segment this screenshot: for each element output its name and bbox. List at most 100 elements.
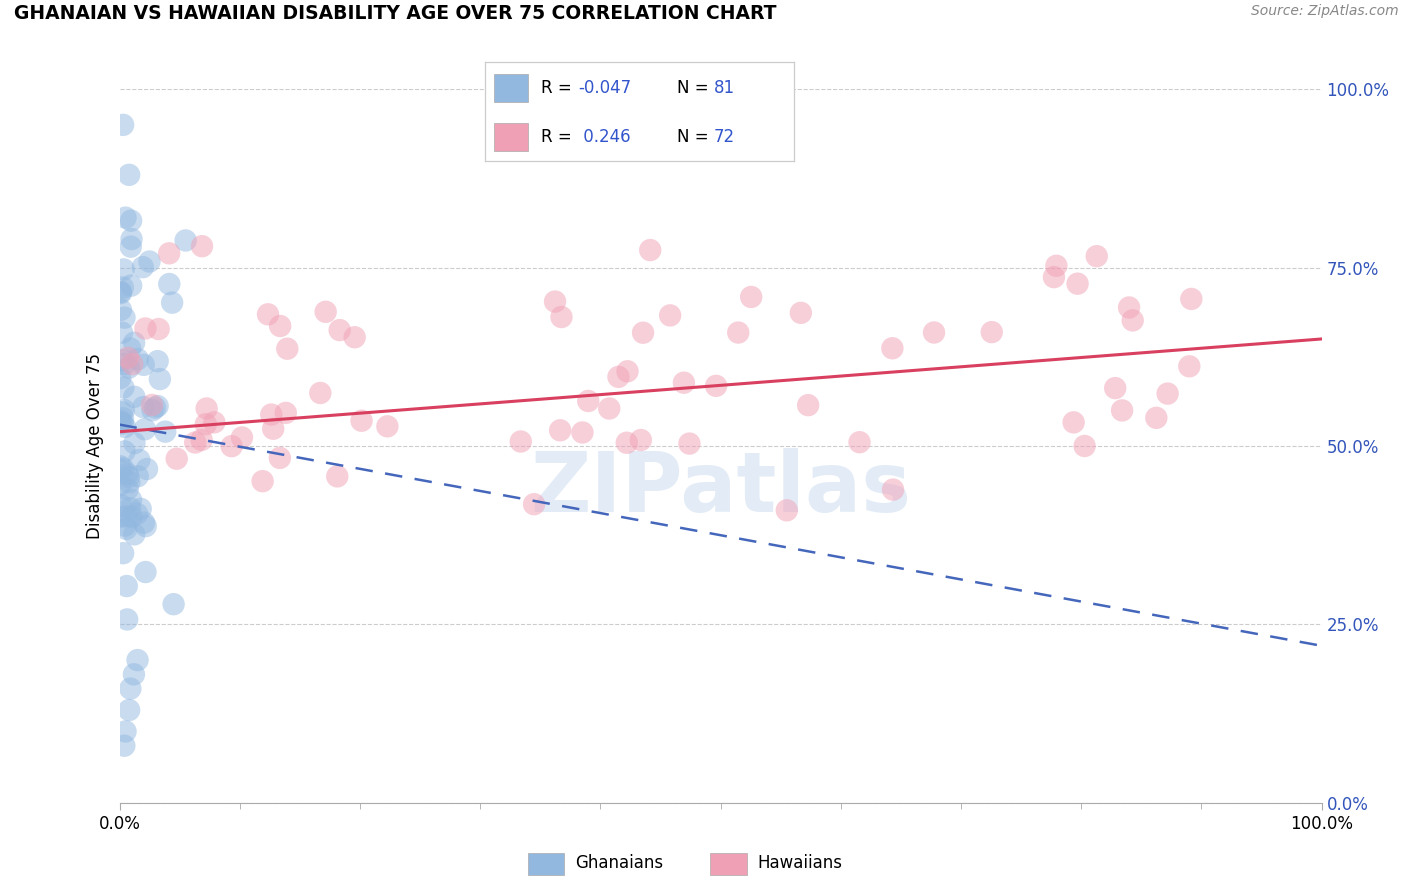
Point xyxy=(110,285,132,299)
Point xyxy=(111,326,134,340)
Point xyxy=(115,579,138,593)
Point xyxy=(138,254,160,268)
Text: N =: N = xyxy=(676,128,714,145)
Point xyxy=(120,213,142,227)
Point xyxy=(269,318,291,333)
Point xyxy=(128,453,150,467)
Point xyxy=(121,357,143,371)
Point xyxy=(112,546,135,560)
Point xyxy=(727,326,749,340)
Y-axis label: Disability Age Over 75: Disability Age Over 75 xyxy=(86,353,104,539)
Point xyxy=(146,399,169,413)
Point xyxy=(195,401,218,416)
Point xyxy=(117,482,139,496)
Point xyxy=(638,243,661,257)
Point xyxy=(329,323,352,337)
Point xyxy=(124,436,146,450)
Point xyxy=(155,425,177,439)
Point xyxy=(110,302,132,317)
Point xyxy=(135,519,157,533)
Point xyxy=(740,290,762,304)
Point xyxy=(110,414,132,428)
Point xyxy=(616,364,638,378)
Point xyxy=(1122,313,1144,327)
Text: 81: 81 xyxy=(714,79,735,97)
Point xyxy=(571,425,593,440)
Point xyxy=(127,507,149,521)
Point xyxy=(704,379,727,393)
Point xyxy=(202,415,225,429)
Point xyxy=(191,239,214,253)
Point xyxy=(115,509,138,524)
Point xyxy=(134,422,156,436)
Point xyxy=(110,416,132,430)
Point xyxy=(132,358,155,372)
Point xyxy=(146,354,169,368)
Point xyxy=(190,433,212,447)
Point xyxy=(114,211,136,225)
Point xyxy=(108,371,131,385)
Text: 0.246: 0.246 xyxy=(578,128,630,145)
Point xyxy=(276,342,298,356)
Point xyxy=(260,408,283,422)
Point xyxy=(315,305,337,319)
Point xyxy=(120,342,142,356)
Text: ZIPatlas: ZIPatlas xyxy=(530,449,911,529)
Bar xyxy=(495,123,529,151)
Point xyxy=(111,411,134,425)
Point xyxy=(132,516,155,530)
Point xyxy=(184,435,207,450)
Point xyxy=(149,372,172,386)
Point xyxy=(124,390,146,404)
Point xyxy=(108,477,131,491)
Point xyxy=(132,400,155,414)
Point xyxy=(121,510,143,524)
Point xyxy=(110,286,132,301)
Point xyxy=(659,309,682,323)
Point xyxy=(1073,439,1095,453)
Point xyxy=(115,522,138,536)
Point xyxy=(118,703,141,717)
Point xyxy=(797,398,820,412)
Point xyxy=(1178,359,1201,374)
Point xyxy=(115,612,138,626)
Point xyxy=(111,405,134,419)
Point xyxy=(1180,292,1202,306)
Point xyxy=(550,310,572,324)
Point xyxy=(112,118,135,132)
Point xyxy=(111,353,134,368)
Point xyxy=(117,351,139,365)
Point xyxy=(790,306,813,320)
Point xyxy=(343,330,366,344)
Point xyxy=(1085,249,1108,263)
Point xyxy=(174,234,197,248)
Point xyxy=(127,469,149,483)
Text: -0.047: -0.047 xyxy=(578,79,631,97)
Point xyxy=(134,565,156,579)
Point xyxy=(274,406,297,420)
Point xyxy=(114,518,136,533)
Point xyxy=(166,451,188,466)
Point xyxy=(120,492,142,507)
Point xyxy=(111,417,134,431)
Point xyxy=(108,459,131,474)
Point xyxy=(607,369,630,384)
Point xyxy=(544,294,567,309)
Point xyxy=(848,435,870,450)
Point xyxy=(120,240,142,254)
Point xyxy=(127,352,149,367)
Point xyxy=(631,326,654,340)
Point xyxy=(162,597,184,611)
Point xyxy=(122,527,145,541)
Point xyxy=(523,497,546,511)
Point xyxy=(262,422,284,436)
Point xyxy=(122,335,145,350)
Point xyxy=(157,277,180,291)
Point xyxy=(269,450,291,465)
Point xyxy=(309,386,332,401)
Point xyxy=(121,232,143,246)
Point xyxy=(1118,301,1140,315)
Point xyxy=(672,376,695,390)
Point xyxy=(377,419,399,434)
Point xyxy=(129,501,152,516)
